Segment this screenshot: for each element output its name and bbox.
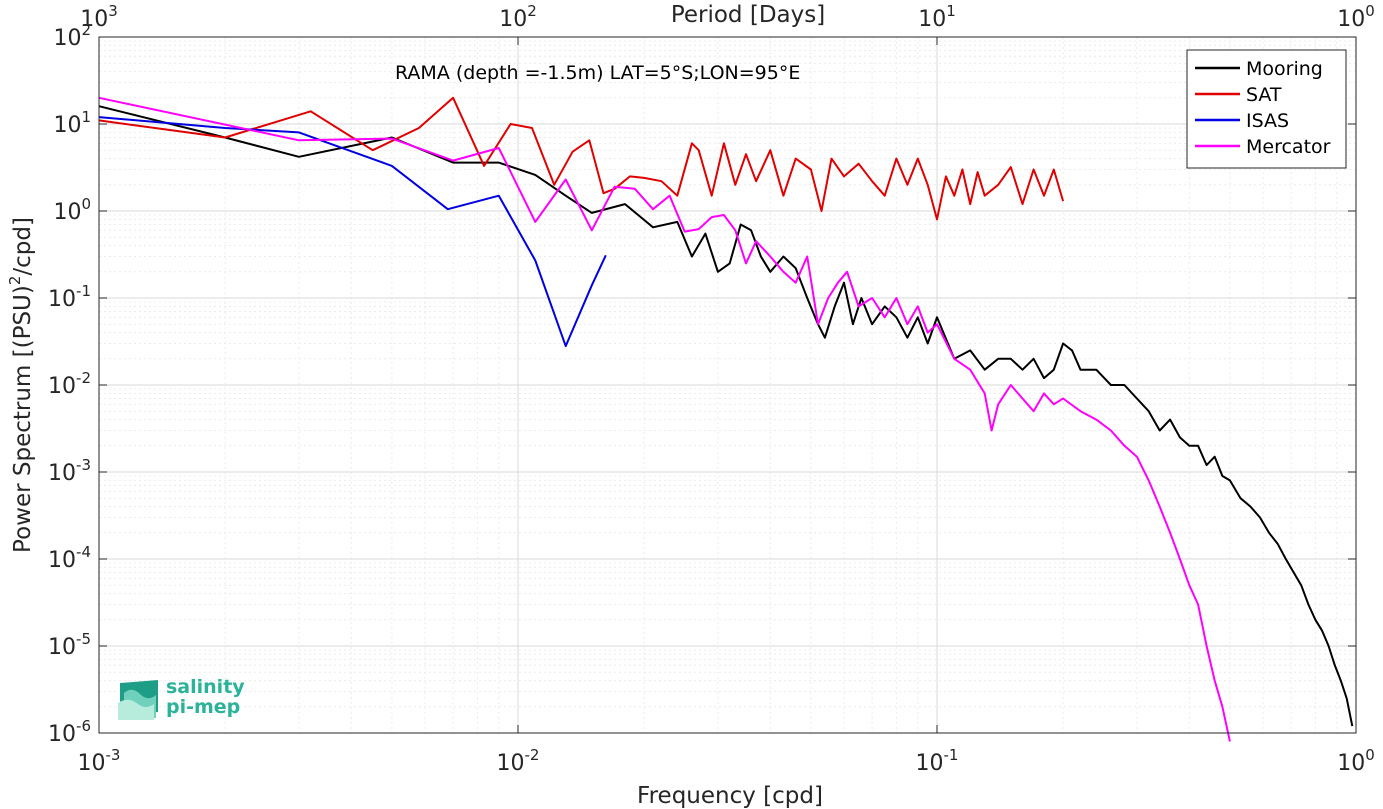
x-axis-label: Frequency [cpd] [637,783,823,809]
series-line-mercator [98,96,1231,742]
series-lines [98,96,1354,742]
y-tick-label: 10-3 [48,456,91,486]
y-tick-label: 100 [53,195,91,225]
x-tick-label: 100 [1337,746,1375,776]
legend-label-isas: ISAS [1246,110,1289,132]
legend: Mooring SAT ISAS Mercator [1186,49,1347,169]
y-tick-label: 10-6 [48,717,91,747]
y-tick-label: 101 [53,108,91,138]
y-tick-label: 10-2 [48,369,91,399]
y-tick-label: 10-4 [48,543,91,573]
series-line-sat [98,96,1065,221]
y-tick-label: 102 [53,21,91,51]
chart-annotation: RAMA (depth =-1.5m) LAT=5°S;LON=95°E [395,62,800,84]
y-tick-label: 10-5 [48,630,91,660]
top-tick-label: 101 [918,2,956,32]
legend-label-mooring: Mooring [1246,58,1323,80]
y-tick-label: 10-1 [48,282,91,312]
top-axis-label: Period [Days] [671,2,825,28]
y-axis-label-base: Power Spectrum [(PSU) [10,285,36,553]
y-axis-label-sup: 2 [6,276,24,286]
x-tick-label: 10-3 [78,746,121,776]
top-tick-label: 103 [80,2,118,32]
grid [98,37,1356,734]
series-line-mooring [98,105,1354,727]
logo-line1: salinity [166,676,245,698]
x-tick-label: 10-2 [497,746,540,776]
legend-box [1186,49,1347,169]
x-tick-label: 10-1 [916,746,959,776]
y-axis-label: Power Spectrum [(PSU)2/cpd] [6,217,36,553]
logo-line2: pi-mep [166,696,240,718]
salinity-pi-mep-logo: salinity pi-mep [118,676,245,720]
legend-label-sat: SAT [1246,84,1282,106]
y-axis-label-tail: /cpd] [10,217,36,276]
legend-label-mercator: Mercator [1246,136,1331,158]
top-tick-label: 102 [499,2,537,32]
series-line-isas [98,116,607,348]
top-tick-label: 100 [1337,2,1375,32]
